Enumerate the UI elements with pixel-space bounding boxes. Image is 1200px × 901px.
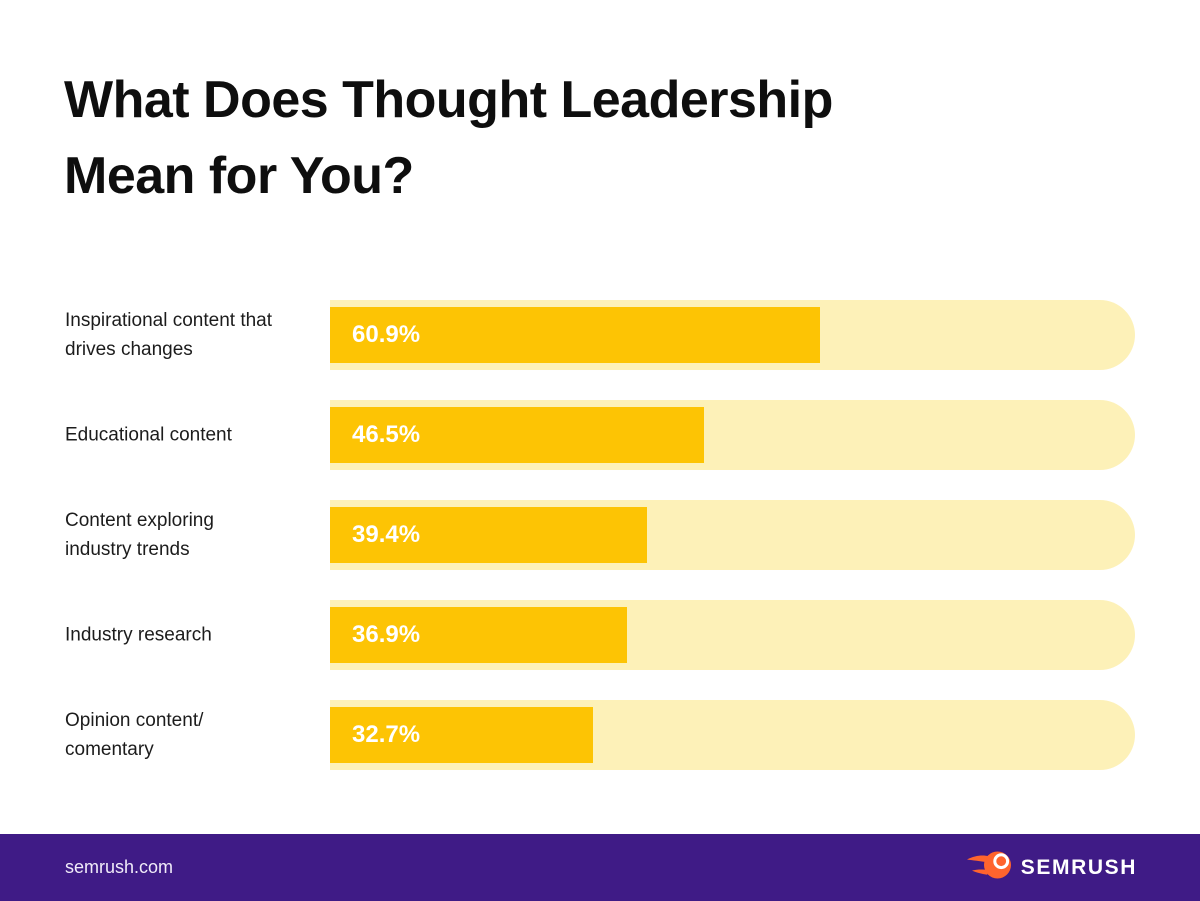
bar-category-label: Inspirational content that drives change… xyxy=(65,310,273,360)
semrush-logo: SEMRUSH xyxy=(966,847,1137,888)
bar-value-label: 36.9% xyxy=(352,621,421,648)
footer-site-url: semrush.com xyxy=(65,857,174,877)
bar-track: 60.9% xyxy=(330,300,1135,370)
bar-fill: 46.5% xyxy=(330,407,705,463)
bar-track: 39.4% xyxy=(330,500,1135,570)
bar-value-label: 46.5% xyxy=(352,421,421,448)
bar-value-label: 39.4% xyxy=(352,521,421,548)
bar-category-label: Industry research xyxy=(65,624,212,646)
chart-title-line1: What Does Thought Leadership xyxy=(64,71,833,129)
bar-track: 46.5% xyxy=(330,400,1135,470)
bar-value-label: 32.7% xyxy=(352,721,421,748)
footer-bar: semrush.com SEMRUSH xyxy=(0,834,1200,901)
bar-fill: 36.9% xyxy=(330,607,628,663)
bar-fill: 39.4% xyxy=(330,507,648,563)
bar-row: Industry research 36.9% xyxy=(0,600,1200,670)
bar-fill: 32.7% xyxy=(330,707,594,763)
bar-track: 32.7% xyxy=(330,700,1135,770)
semrush-comet-icon xyxy=(966,847,1012,888)
bar-row: Educational content 46.5% xyxy=(0,400,1200,470)
bar-row: Inspirational content that drives change… xyxy=(0,300,1200,370)
bar-track: 36.9% xyxy=(330,600,1135,670)
bar-fill: 60.9% xyxy=(330,307,821,363)
bar-row: Content exploring industry trends 39.4% xyxy=(0,500,1200,570)
bar-category-label: Content exploring industry trends xyxy=(65,510,214,560)
chart-title: What Does Thought Leadership Mean for Yo… xyxy=(64,62,833,214)
bar-category-label: Educational content xyxy=(65,424,232,446)
semrush-wordmark: SEMRUSH xyxy=(1020,855,1137,879)
bar-value-label: 60.9% xyxy=(352,321,421,348)
bar-category-label: Opinion content/ comentary xyxy=(65,710,204,760)
bar-row: Opinion content/ comentary 32.7% xyxy=(0,700,1200,770)
chart-title-line2: Mean for You? xyxy=(64,147,414,205)
